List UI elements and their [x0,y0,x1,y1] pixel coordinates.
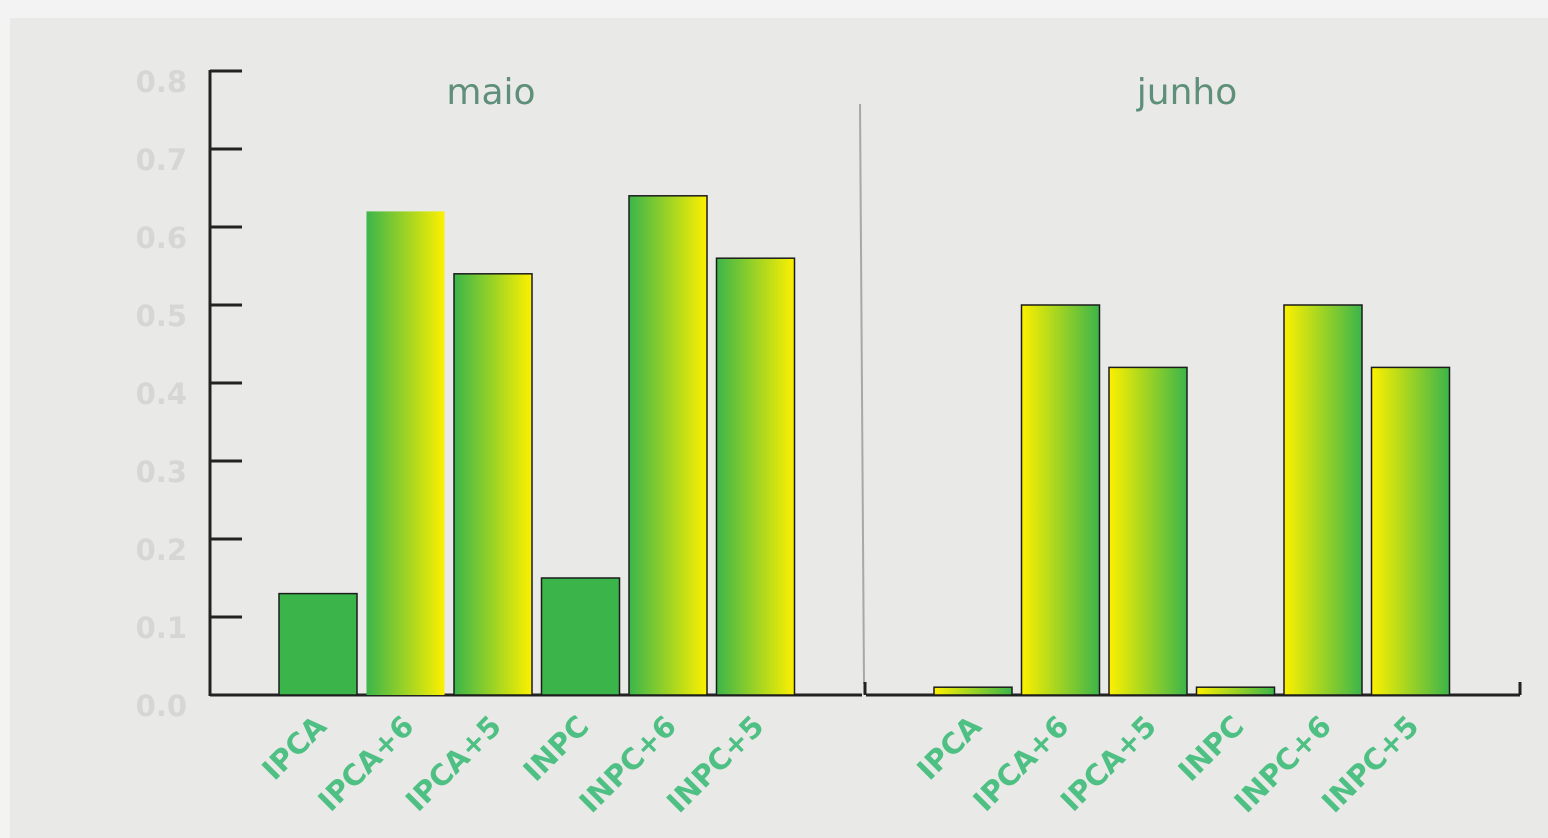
y-tick-label: 0.7 [136,143,187,177]
group-divider [859,103,865,685]
bar[interactable] [933,686,1013,696]
group-title: maio [446,72,535,113]
bar[interactable] [540,577,621,696]
bar[interactable] [366,211,445,695]
group-title: junho [1136,72,1237,113]
bar[interactable] [1195,686,1276,696]
bar[interactable] [715,257,796,696]
category-label: INPC [517,709,596,788]
category-label: INPC+5 [1315,709,1425,819]
category-label: IPCA+5 [1054,709,1163,818]
y-tick-label: 0.5 [136,299,187,333]
category-label: INPC [1172,709,1251,788]
category-label: IPCA+6 [966,709,1075,818]
bar[interactable] [1020,304,1101,696]
bar[interactable] [1370,366,1451,696]
y-tick-label: 0.1 [136,611,187,645]
y-tick-label: 0.0 [136,689,187,723]
bar[interactable] [453,273,533,696]
bar[interactable] [1283,304,1363,696]
bar[interactable] [278,592,358,696]
y-tick-label: 0.2 [136,533,187,567]
bar[interactable] [628,195,708,696]
y-tick-label: 0.3 [136,455,187,489]
y-tick-label: 0.6 [136,221,187,255]
category-label: IPCA+6 [311,709,420,818]
y-tick-label: 0.4 [136,377,187,411]
category-label: IPCA [255,709,333,787]
y-tick-label: 0.8 [136,65,187,99]
category-label: INPC+5 [660,709,770,819]
category-label: IPCA+5 [399,709,508,818]
bar[interactable] [1108,366,1188,696]
category-label: IPCA [910,709,988,787]
